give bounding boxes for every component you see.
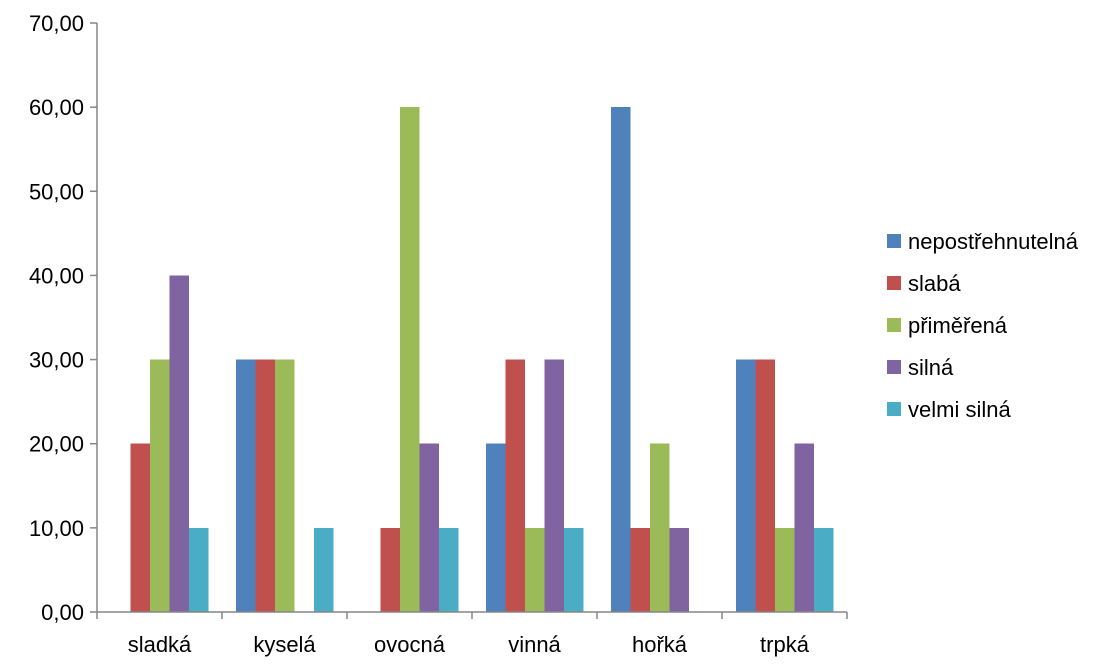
legend-swatch bbox=[887, 360, 901, 374]
x-tick-label: vinná bbox=[508, 632, 561, 657]
x-tick-label: sladká bbox=[128, 632, 192, 657]
bar-kyselá-velmi silná bbox=[313, 527, 334, 612]
bar-kyselá-slabá bbox=[255, 359, 275, 612]
bar-trpká-velmi silná bbox=[813, 527, 834, 612]
legend: nepostřehnutelná slabá přiměřená silná velmi… bbox=[887, 229, 1079, 422]
axes-layer: 0,00 10,00 20,00 30,00 40,00 50,00 60,00 70,00 s… bbox=[29, 11, 848, 657]
y-tick-label: 0,00 bbox=[41, 600, 84, 625]
bar-vinná-přiměřená bbox=[524, 527, 545, 612]
x-tick-label: trpká bbox=[760, 632, 810, 657]
bar-ovocná-slabá bbox=[380, 527, 400, 612]
bar-hořká-přiměřená bbox=[649, 443, 670, 612]
bar-sladká-velmi silná bbox=[188, 527, 209, 612]
bar-vinná-velmi silná bbox=[563, 527, 584, 612]
y-tick-label: 40,00 bbox=[29, 263, 84, 288]
bar-sladká-slabá bbox=[130, 443, 150, 612]
x-tick-label: ovocná bbox=[374, 632, 446, 657]
bar-hořká-nepostřehnutelná bbox=[610, 107, 631, 612]
y-tick-label: 60,00 bbox=[29, 95, 84, 120]
bar-ovocná-velmi silná bbox=[438, 527, 459, 612]
x-tick-label: kyselá bbox=[253, 632, 316, 657]
bar-vinná-slabá bbox=[505, 359, 525, 612]
legend-swatch bbox=[887, 402, 901, 416]
bar-trpká-nepostřehnutelná bbox=[735, 359, 756, 612]
legend-swatch bbox=[887, 318, 901, 332]
legend-swatch bbox=[887, 234, 901, 248]
bar-trpká-slabá bbox=[755, 359, 775, 612]
legend-label: silná bbox=[908, 355, 954, 380]
y-tick-label: 30,00 bbox=[29, 348, 84, 373]
y-tick-label: 70,00 bbox=[29, 11, 84, 36]
legend-label: nepostřehnutelná bbox=[908, 229, 1079, 254]
x-tick-label: hořká bbox=[632, 632, 688, 657]
bar-kyselá-přiměřená bbox=[274, 359, 295, 612]
bar-trpká-přiměřená bbox=[774, 527, 795, 612]
bar-hořká-slabá bbox=[630, 527, 650, 612]
bar-ovocná-přiměřená bbox=[399, 107, 420, 612]
bar-vinná-nepostřehnutelná bbox=[485, 443, 506, 612]
bar-kyselá-nepostřehnutelná bbox=[235, 359, 256, 612]
bar-hořká-silná bbox=[669, 527, 689, 612]
bar-trpká-silná bbox=[794, 443, 814, 612]
legend-label: slabá bbox=[908, 271, 961, 296]
legend-label: přiměřená bbox=[908, 313, 1008, 338]
bar-ovocná-silná bbox=[419, 443, 439, 612]
legend-label: velmi silná bbox=[908, 397, 1011, 422]
bar-vinná-silná bbox=[544, 359, 564, 612]
bar-sladká-přiměřená bbox=[149, 359, 170, 612]
y-tick-label: 10,00 bbox=[29, 516, 84, 541]
y-tick-label: 20,00 bbox=[29, 432, 84, 457]
bar-sladká-silná bbox=[169, 275, 189, 612]
legend-swatch bbox=[887, 276, 901, 290]
bars-layer bbox=[130, 107, 834, 612]
y-tick-label: 50,00 bbox=[29, 179, 84, 204]
